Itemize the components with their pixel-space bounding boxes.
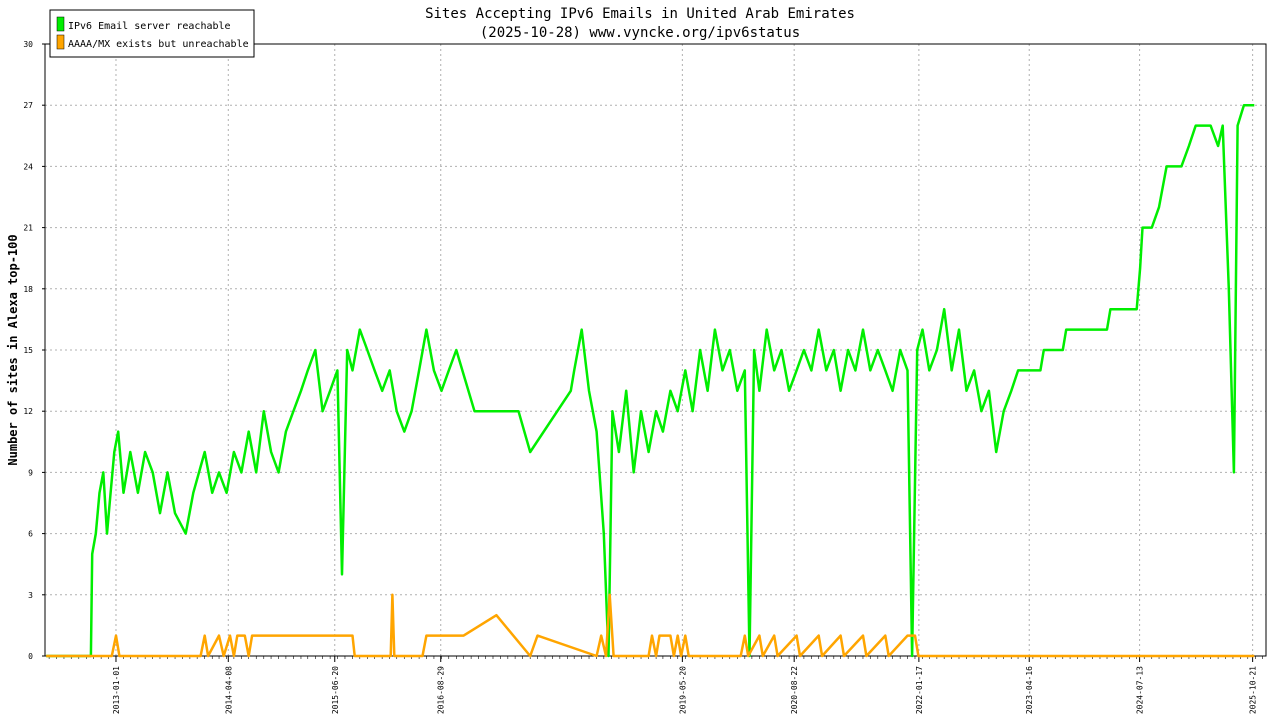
x-tick-label: 2025-10-21 <box>1249 666 1258 714</box>
legend-label-reachable: IPv6 Email server reachable <box>68 21 231 32</box>
series-line-reachable <box>46 103 1255 658</box>
x-tick-label: 2019-05-20 <box>678 666 687 714</box>
y-tick-label: 0 <box>28 652 33 661</box>
x-tick-label: 2016-08-29 <box>437 666 446 714</box>
legend-swatch-unreachable <box>56 34 65 50</box>
y-tick-label: 15 <box>23 346 33 355</box>
y-tick-label: 30 <box>23 40 33 49</box>
y-tick-label: 12 <box>23 407 33 416</box>
x-tick-label: 2024-07-13 <box>1136 666 1145 714</box>
y-tick-label: 18 <box>23 285 33 294</box>
y-tick-label: 3 <box>28 591 33 600</box>
x-tick-label: 2020-08-22 <box>790 666 799 714</box>
chart-title: Sites Accepting IPv6 Emails in United Ar… <box>425 6 855 22</box>
x-tick-label: 2014-04-08 <box>224 666 233 714</box>
legend-box <box>49 9 255 58</box>
y-tick-label: 21 <box>23 224 33 233</box>
x-tick-label: 2015-06-20 <box>331 666 340 714</box>
x-tick-label: 2022-01-17 <box>915 666 924 714</box>
legend-label-unreachable: AAAA/MX exists but unreachable <box>68 39 249 50</box>
series-group <box>46 103 1255 658</box>
y-tick-label: 24 <box>23 162 33 171</box>
legend-swatch-reachable <box>56 16 65 32</box>
y-tick-label: 27 <box>23 101 33 110</box>
chart-subtitle: (2025-10-28) www.vyncke.org/ipv6status <box>480 25 800 41</box>
y-axis-label: Number of sites in Alexa top-100 <box>6 234 20 465</box>
y-tick-label: 6 <box>28 530 33 539</box>
y-tick-label: 9 <box>28 468 33 477</box>
axes: 0 3 6 9 12 15 18 21 24 27 30 2013-01-01 2014-04-08 20… <box>23 40 1267 714</box>
x-tick-label: 2013-01-01 <box>112 666 121 714</box>
series-line-unreachable <box>46 593 1255 658</box>
x-tick-label: 2023-04-16 <box>1025 666 1034 714</box>
legend: IPv6 Email server reachable AAAA/MX exis… <box>49 9 255 58</box>
